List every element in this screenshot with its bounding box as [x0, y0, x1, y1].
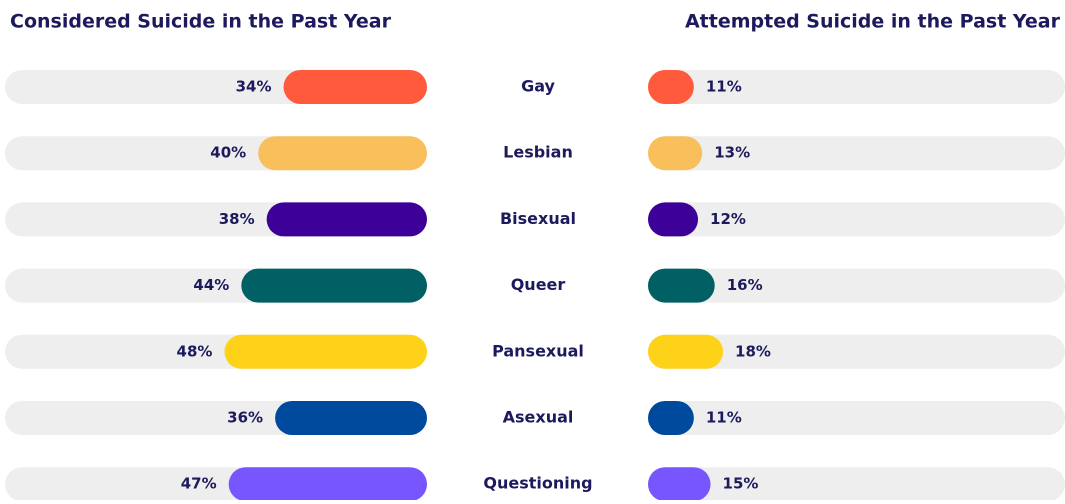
track: [648, 202, 1065, 237]
bar: [648, 268, 715, 303]
category-label: Bisexual: [500, 209, 576, 228]
track: [648, 268, 1065, 303]
value-label: 11%: [706, 78, 742, 96]
bar: [648, 467, 711, 502]
bar: [258, 136, 427, 171]
bar: [648, 70, 694, 104]
value-label: 13%: [714, 144, 750, 162]
category-label: Gay: [521, 77, 555, 96]
bar: [241, 268, 427, 303]
bar: [648, 401, 694, 435]
value-label: 34%: [236, 78, 272, 96]
value-label: 36%: [227, 409, 263, 427]
value-label: 18%: [735, 342, 771, 360]
bar: [648, 334, 724, 369]
track: [648, 467, 1065, 502]
bar: [275, 401, 427, 435]
bar: [228, 467, 427, 502]
category-label: Queer: [511, 275, 566, 294]
track: [648, 401, 1065, 435]
value-label: 11%: [706, 409, 742, 427]
track: [648, 334, 1065, 369]
track: [648, 70, 1065, 104]
value-label: 12%: [710, 210, 746, 228]
track: [648, 136, 1065, 171]
category-label: Questioning: [483, 474, 592, 493]
category-label: Asexual: [503, 408, 574, 427]
value-label: 15%: [723, 475, 759, 493]
bar: [648, 202, 699, 237]
bar: [283, 70, 427, 104]
bar: [224, 334, 427, 369]
category-label: Pansexual: [492, 341, 584, 360]
value-label: 48%: [177, 342, 213, 360]
left-title: Considered Suicide in the Past Year: [10, 11, 392, 33]
category-label: Lesbian: [503, 143, 573, 162]
bar: [266, 202, 427, 237]
value-label: 16%: [727, 276, 763, 294]
value-label: 38%: [219, 210, 255, 228]
value-label: 44%: [193, 276, 229, 294]
value-label: 40%: [210, 144, 246, 162]
right-title: Attempted Suicide in the Past Year: [685, 11, 1061, 33]
bar: [648, 136, 703, 171]
value-label: 47%: [181, 475, 217, 493]
